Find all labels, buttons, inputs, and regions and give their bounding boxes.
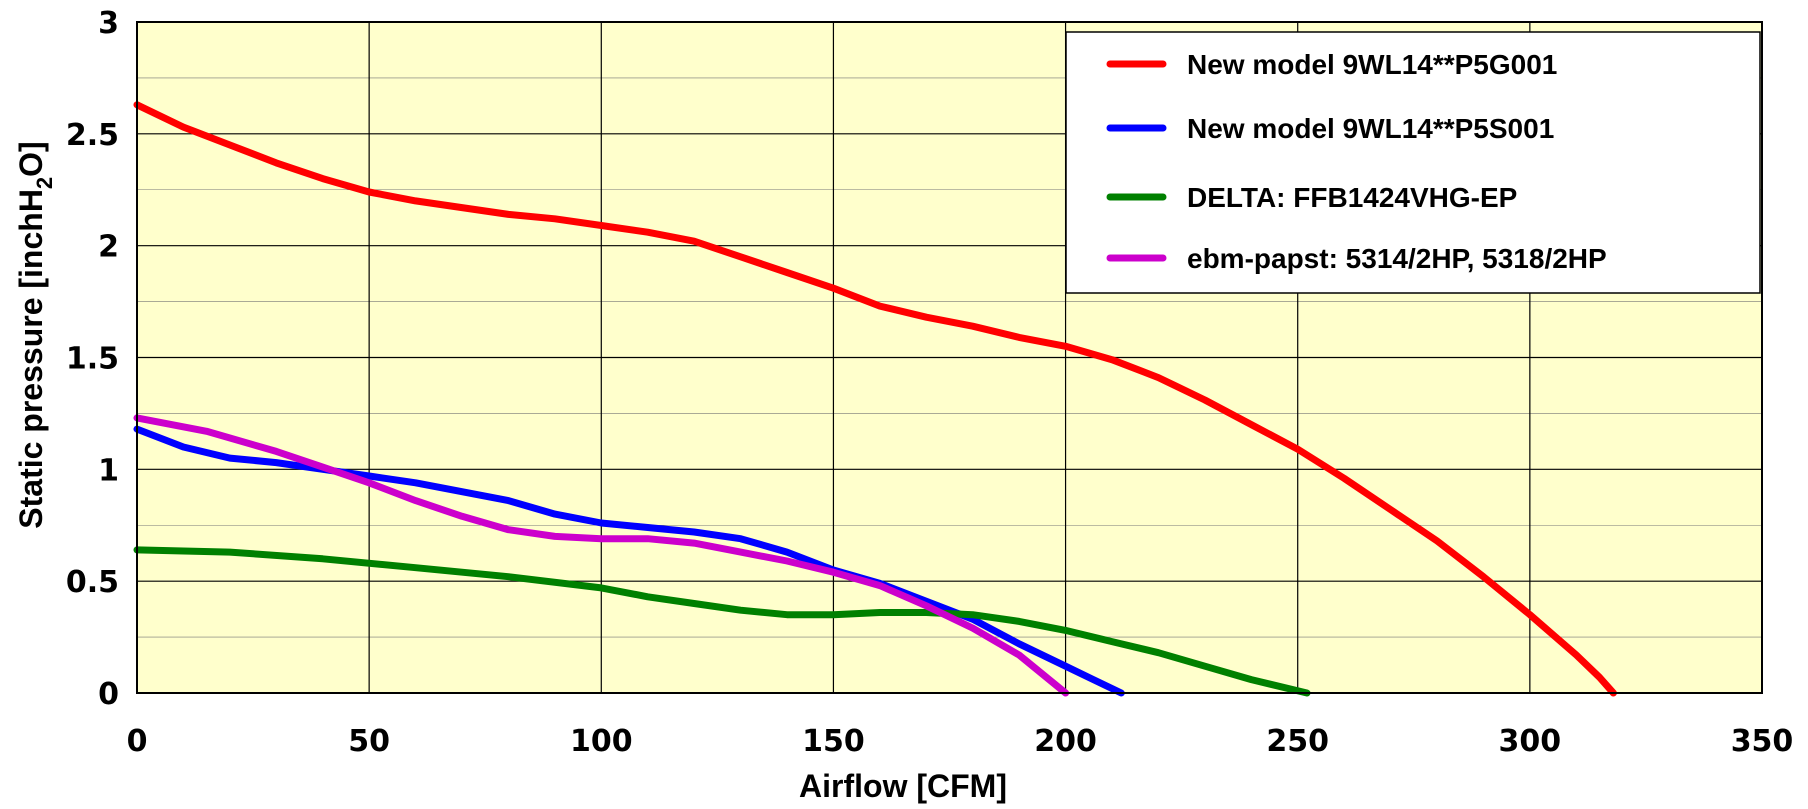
y-axis-title: Static pressure [inchH2O] xyxy=(13,141,57,528)
y-tick-label: 2.5 xyxy=(66,118,119,153)
x-tick-label: 300 xyxy=(1499,724,1562,759)
y-axis-title-end: O] xyxy=(13,141,49,177)
x-tick-label: 350 xyxy=(1731,724,1794,759)
y-tick-label: 1 xyxy=(98,453,119,488)
legend-label-4: ebm-papst: 5314/2HP, 5318/2HP xyxy=(1187,243,1607,274)
series-line-3 xyxy=(133,546,1311,697)
y-axis-title-subscript: 2 xyxy=(32,177,57,189)
y-tick-label: 0.5 xyxy=(66,565,119,600)
y-axis-ticks: 0 0.5 1 1.5 2 2.5 3 xyxy=(66,6,119,712)
x-tick-label: 200 xyxy=(1034,724,1097,759)
x-axis-ticks: 0 50 100 150 200 250 300 350 xyxy=(127,724,1794,759)
x-tick-label: 250 xyxy=(1266,724,1329,759)
x-tick-label: 100 xyxy=(570,724,633,759)
y-tick-label: 3 xyxy=(98,6,119,41)
series-line-4 xyxy=(133,414,1070,697)
legend-label-1: New model 9WL14**P5G001 xyxy=(1187,49,1557,80)
legend-box xyxy=(1065,31,1761,294)
x-tick-label: 0 xyxy=(127,724,148,759)
plot-frame xyxy=(136,21,1763,694)
legend-label-3: DELTA: FFB1424VHG-EP xyxy=(1187,182,1517,213)
y-tick-label: 0 xyxy=(98,677,119,712)
y-tick-label: 2 xyxy=(98,230,119,265)
series-lines xyxy=(133,101,1617,697)
x-tick-label: 50 xyxy=(348,724,390,759)
legend: New model 9WL14**P5G001 New model 9WL14**… xyxy=(1065,31,1761,294)
series-line-1 xyxy=(133,101,1617,697)
x-tick-label: 150 xyxy=(802,724,865,759)
legend-label-2: New model 9WL14**P5S001 xyxy=(1187,113,1554,144)
x-axis-title: Airflow [CFM] xyxy=(799,768,1007,804)
series-line-2 xyxy=(133,425,1125,697)
y-tick-label: 1.5 xyxy=(66,342,119,377)
